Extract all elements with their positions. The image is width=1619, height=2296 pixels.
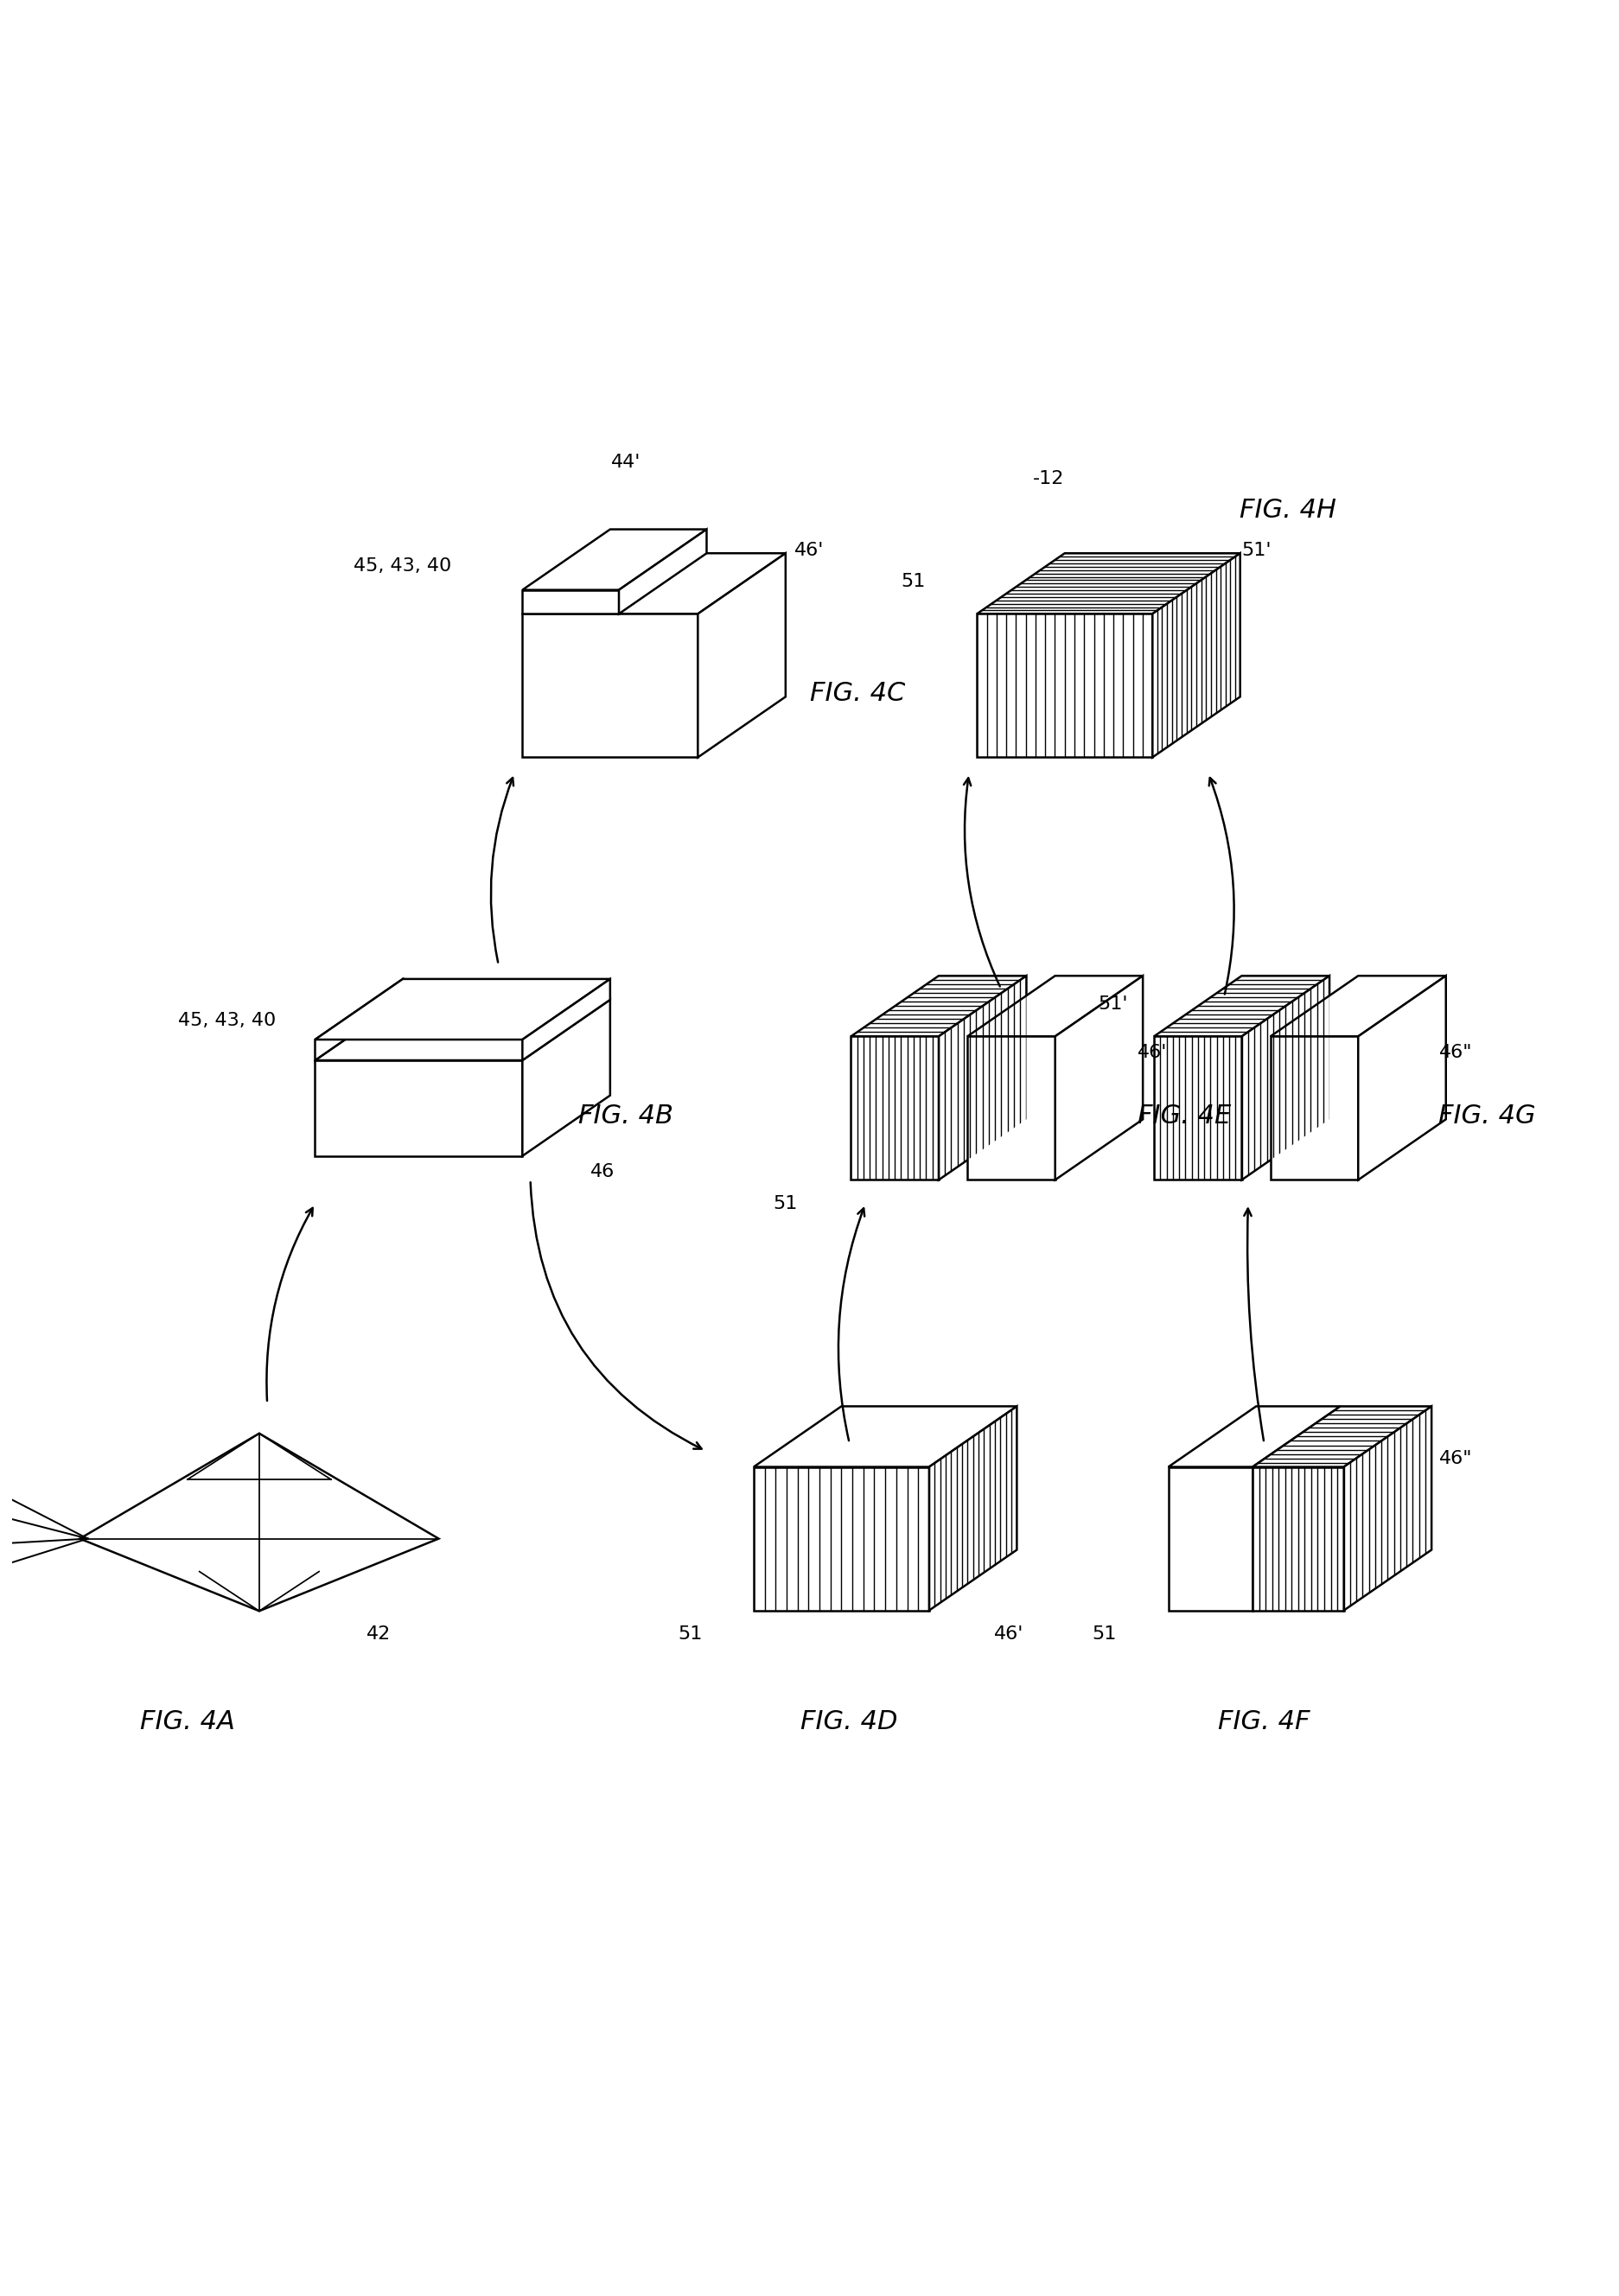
Polygon shape [316, 978, 403, 1061]
Text: 51: 51 [678, 1626, 703, 1644]
Polygon shape [1271, 976, 1446, 1035]
Polygon shape [523, 530, 706, 590]
Polygon shape [754, 1467, 929, 1609]
Polygon shape [1056, 976, 1143, 1180]
Polygon shape [523, 590, 618, 613]
Polygon shape [316, 999, 610, 1061]
Polygon shape [976, 553, 1240, 613]
Text: 51: 51 [774, 1196, 798, 1212]
Polygon shape [79, 1433, 439, 1612]
Polygon shape [852, 1035, 939, 1180]
Polygon shape [968, 1035, 1056, 1180]
Text: 42: 42 [366, 1626, 392, 1644]
Text: FIG. 4C: FIG. 4C [810, 682, 905, 707]
Text: 51: 51 [1093, 1626, 1117, 1644]
Polygon shape [698, 553, 785, 758]
Polygon shape [316, 1061, 523, 1155]
Polygon shape [1253, 1467, 1344, 1609]
Polygon shape [1153, 553, 1240, 758]
Text: 51': 51' [1098, 996, 1127, 1013]
Polygon shape [939, 976, 1026, 1180]
Text: FIG. 4A: FIG. 4A [139, 1711, 235, 1733]
Polygon shape [852, 976, 1026, 1035]
Polygon shape [976, 613, 1153, 758]
Text: 46': 46' [1138, 1045, 1167, 1061]
Text: 44': 44' [612, 455, 641, 471]
Text: FIG. 4F: FIG. 4F [1217, 1711, 1310, 1733]
Text: 45, 43, 40: 45, 43, 40 [178, 1013, 277, 1029]
Text: 45, 43, 40: 45, 43, 40 [355, 558, 452, 574]
Polygon shape [1242, 976, 1329, 1180]
Text: 46: 46 [589, 1164, 614, 1180]
Text: 46': 46' [795, 542, 824, 558]
Text: FIG. 4B: FIG. 4B [578, 1104, 674, 1130]
Polygon shape [1154, 1035, 1242, 1180]
Polygon shape [618, 530, 706, 613]
Polygon shape [929, 1407, 1017, 1609]
Polygon shape [1154, 976, 1329, 1035]
Text: FIG. 4G: FIG. 4G [1439, 1104, 1536, 1130]
Polygon shape [1358, 976, 1446, 1180]
Polygon shape [523, 553, 785, 613]
Text: 46': 46' [994, 1626, 1023, 1644]
Polygon shape [1271, 1035, 1358, 1180]
Polygon shape [1253, 1407, 1431, 1467]
Polygon shape [968, 976, 1143, 1035]
Polygon shape [1169, 1467, 1253, 1609]
Text: 46": 46" [1439, 1451, 1472, 1467]
Polygon shape [316, 978, 610, 1040]
Polygon shape [523, 978, 610, 1061]
Text: 51: 51 [900, 574, 926, 590]
Polygon shape [1344, 1407, 1431, 1609]
Polygon shape [523, 999, 610, 1155]
Polygon shape [1169, 1407, 1341, 1467]
Polygon shape [754, 1407, 1017, 1467]
Text: FIG. 4E: FIG. 4E [1138, 1104, 1230, 1130]
Text: FIG. 4D: FIG. 4D [801, 1711, 899, 1733]
Polygon shape [523, 613, 698, 758]
Text: 51': 51' [1242, 542, 1271, 558]
Text: -12: -12 [1033, 471, 1064, 487]
Text: 46": 46" [1439, 1045, 1472, 1061]
Text: FIG. 4H: FIG. 4H [1240, 498, 1336, 523]
